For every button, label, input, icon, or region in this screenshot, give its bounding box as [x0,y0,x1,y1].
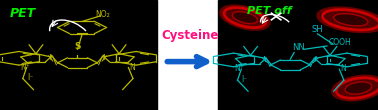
Text: N⁺: N⁺ [234,64,244,73]
Text: PET: PET [9,7,36,20]
Ellipse shape [232,12,257,24]
Text: NO₂: NO₂ [95,10,110,19]
Bar [218,0,378,110]
Text: I⁻: I⁻ [27,73,34,82]
Text: COOH: COOH [329,38,352,47]
Text: NN: NN [292,43,305,52]
Text: SH: SH [312,25,323,34]
Text: N⁺: N⁺ [20,63,29,72]
Ellipse shape [334,14,368,26]
Text: S: S [74,42,81,51]
Ellipse shape [336,78,378,98]
Text: PET off: PET off [247,6,291,16]
Ellipse shape [224,8,266,28]
Text: Cysteine: Cysteine [161,29,218,42]
Bar [0,0,157,110]
Text: N: N [340,64,346,73]
Ellipse shape [322,10,378,30]
Text: N: N [129,63,135,72]
Text: I⁻: I⁻ [241,75,248,84]
Ellipse shape [345,82,372,94]
